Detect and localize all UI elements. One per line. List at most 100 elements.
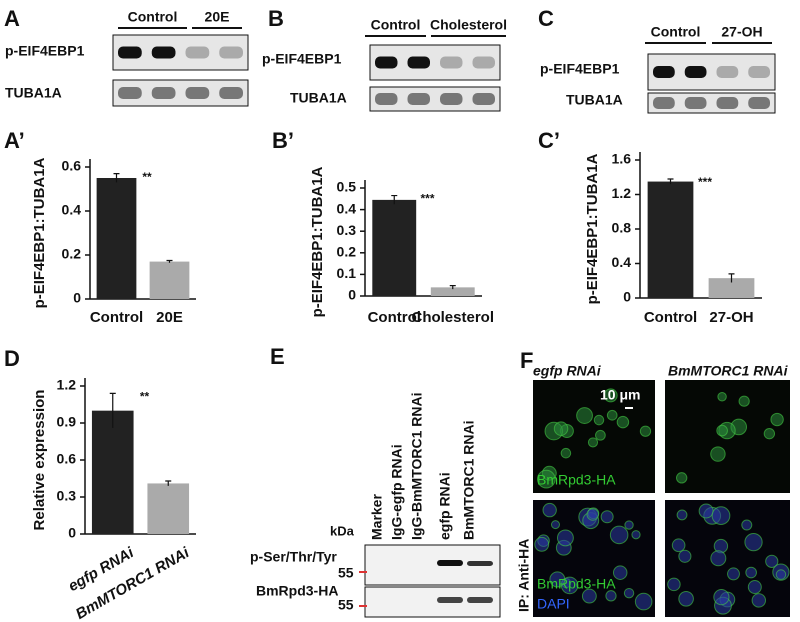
panel-label: D <box>4 346 20 371</box>
cell <box>710 446 726 462</box>
cell <box>675 472 688 484</box>
band <box>716 97 739 109</box>
cell <box>634 592 653 611</box>
x-tick-label: Control <box>90 309 143 326</box>
cell <box>534 536 550 552</box>
cell <box>542 502 557 518</box>
bar <box>91 410 134 534</box>
cell <box>671 538 686 553</box>
cell <box>716 424 728 437</box>
lane-label: Marker <box>369 494 385 540</box>
scale-bar-label: 10 μm <box>600 387 640 403</box>
cell <box>710 550 727 567</box>
y-tick-label: 1.6 <box>612 151 632 167</box>
y-tick-label: 1.2 <box>57 377 77 393</box>
cell <box>751 593 767 608</box>
significance: *** <box>420 192 434 206</box>
y-tick-label: 0.3 <box>57 488 77 504</box>
y-tick-label: 0.6 <box>57 451 77 467</box>
panel-label: B <box>268 6 284 31</box>
cell <box>587 437 599 448</box>
cell <box>549 571 566 588</box>
cell <box>576 407 593 424</box>
significance: ** <box>140 390 150 404</box>
group-label: Control <box>371 17 421 33</box>
panel-label: C’ <box>538 128 560 153</box>
stain-label: DAPI <box>537 596 570 612</box>
y-axis-label: p-EIF4EBP1:TUBA1A <box>31 157 48 308</box>
cell <box>586 508 600 521</box>
column-label: BmMTORC1 RNAi <box>668 363 789 379</box>
y-tick-label: 0 <box>348 287 356 303</box>
band <box>716 66 739 78</box>
x-tick-label: Cholesterol <box>411 309 494 326</box>
panel-label: A <box>4 6 20 31</box>
panel-label: C <box>538 6 554 31</box>
cell <box>556 529 574 547</box>
stain-label: BmRpd3-HA <box>537 576 616 592</box>
y-tick-label: 0.1 <box>337 265 357 281</box>
x-tick-label: Control <box>368 309 421 326</box>
cell <box>600 510 614 524</box>
cell <box>744 532 763 552</box>
y-axis-label: p-EIF4EBP1:TUBA1A <box>309 166 326 317</box>
bar <box>372 199 417 296</box>
error-bar <box>391 194 398 205</box>
cell <box>560 447 572 459</box>
row-label: p-EIF4EBP1 <box>262 51 342 67</box>
band <box>440 56 463 69</box>
band <box>748 66 770 78</box>
cell <box>553 421 569 436</box>
micrographs <box>533 380 790 617</box>
error-bar <box>449 285 456 290</box>
band <box>185 87 210 99</box>
cell <box>550 520 560 530</box>
cell <box>605 590 617 602</box>
cell <box>595 429 606 441</box>
side-label: IP: Anti-HA <box>516 539 532 612</box>
band <box>219 46 243 59</box>
lane-label: IgG-egfp RNAi <box>389 444 405 540</box>
y-tick-label: 0.4 <box>612 254 632 270</box>
cell <box>593 414 605 426</box>
band <box>151 46 176 59</box>
y-tick-label: 0 <box>73 290 81 306</box>
bar <box>708 278 755 298</box>
band <box>684 97 707 109</box>
y-axis-label: p-EIF4EBP1:TUBA1A <box>584 153 601 304</box>
panel-label: A’ <box>4 128 25 153</box>
x-tick-label: 20E <box>156 309 183 326</box>
band <box>375 93 398 105</box>
lane-label: IgG-BmMTORC1 RNAi <box>409 392 425 540</box>
bar <box>647 181 694 298</box>
significance: *** <box>698 175 712 189</box>
cell <box>678 590 694 607</box>
cell <box>678 549 692 563</box>
y-tick-label: 0.9 <box>57 414 77 430</box>
band <box>748 97 770 109</box>
cell <box>624 520 634 530</box>
group-label: 27-OH <box>721 24 762 40</box>
row-label: BmRpd3-HA <box>256 583 338 599</box>
y-tick-label: 0.4 <box>62 202 82 218</box>
cell <box>738 395 750 407</box>
band <box>118 87 142 99</box>
error-bar <box>165 480 172 486</box>
group-label: Control <box>651 24 701 40</box>
bar <box>149 261 190 299</box>
cell <box>711 506 731 525</box>
lane-labels: Marker IgG-egfp RNAi IgG-BmMTORC1 RNAi e… <box>369 392 477 540</box>
error-bar <box>113 173 120 183</box>
group-label: Control <box>128 9 178 25</box>
lane-label: BmMTORC1 RNAi <box>461 420 477 540</box>
band <box>472 56 495 69</box>
cell <box>603 388 618 403</box>
band <box>467 561 493 566</box>
marker-label: 55 <box>338 565 354 581</box>
cell <box>676 509 688 521</box>
x-tick-label: 27-OH <box>709 309 753 326</box>
y-tick-label: 1.2 <box>612 185 632 201</box>
band <box>185 46 210 59</box>
band <box>375 56 398 69</box>
